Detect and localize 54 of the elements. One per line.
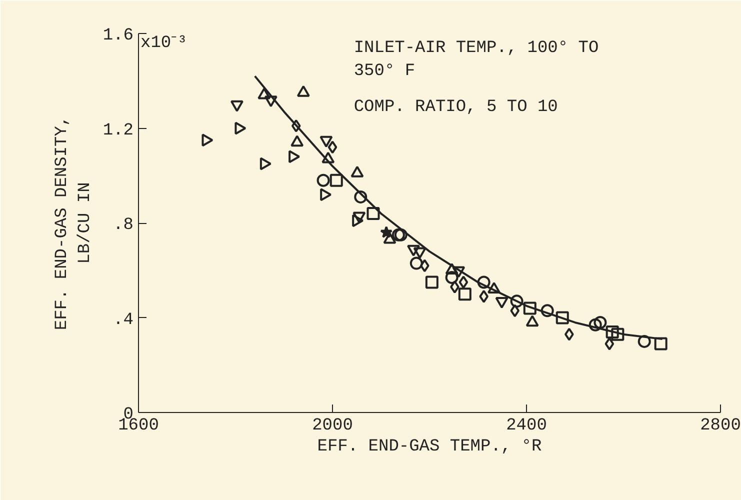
y-tick-label: .4 (113, 310, 134, 330)
point (540, 304, 554, 318)
point (230, 100, 244, 112)
point (330, 174, 343, 187)
point (354, 190, 368, 204)
point (420, 259, 430, 272)
point (328, 140, 338, 154)
point (425, 276, 438, 289)
point (479, 290, 488, 303)
point (234, 122, 246, 135)
point (526, 315, 539, 327)
point (477, 276, 490, 289)
point (445, 270, 458, 284)
point (291, 119, 301, 132)
point (564, 328, 574, 341)
point (410, 256, 423, 270)
point (654, 337, 668, 350)
point (380, 226, 393, 238)
point (458, 276, 468, 289)
point (264, 96, 278, 108)
x-tick-label: 2400 (506, 416, 547, 436)
point (316, 174, 330, 187)
point (638, 334, 651, 348)
x-axis-title: EFF. END-GAS TEMP., °R (317, 438, 542, 456)
point (510, 294, 524, 308)
point (260, 157, 272, 170)
point (556, 311, 569, 324)
annotation: COMP. RATIO, 5 TO 10 (354, 98, 558, 117)
x-tick-label: 2800 (700, 416, 741, 436)
point (352, 212, 366, 224)
point (523, 302, 536, 315)
y-tick-label: 1.6 (102, 26, 134, 46)
point (604, 337, 614, 350)
annotation: INLET-AIR TEMP., 100° TO 350° F (354, 39, 599, 81)
point (202, 134, 214, 147)
point (366, 207, 380, 220)
point (510, 304, 520, 318)
point (320, 188, 332, 202)
x-tick-label: 2000 (312, 416, 353, 436)
point (458, 288, 472, 301)
point (588, 318, 602, 332)
point (450, 280, 460, 294)
point (406, 244, 420, 256)
point (594, 316, 607, 329)
y-axis-title: EFF. END-GAS DENSITY, LB/CU IN (53, 116, 95, 330)
y-tick-label: 1.2 (102, 121, 134, 140)
point (606, 325, 619, 338)
y-tick-label: .8 (113, 216, 134, 235)
annotation: x10⁻³ (140, 34, 188, 53)
point (288, 150, 300, 164)
point (611, 328, 624, 341)
point (392, 228, 405, 242)
point (352, 214, 364, 228)
point (320, 136, 333, 148)
